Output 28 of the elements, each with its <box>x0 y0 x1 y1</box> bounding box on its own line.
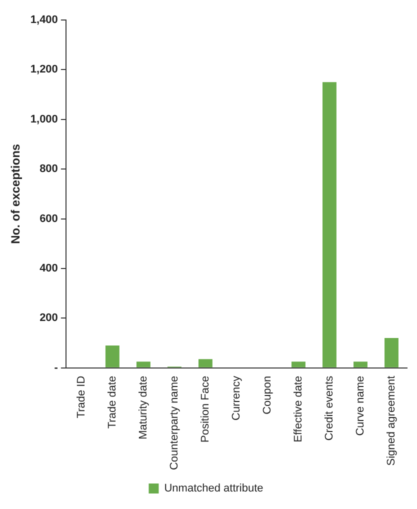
x-tick-label: Maturity date <box>137 376 150 440</box>
y-tick-label: 200 <box>40 312 58 324</box>
bar <box>354 362 368 368</box>
bar <box>292 362 306 368</box>
x-tick-label: Coupon <box>262 376 274 414</box>
x-tick-label: Trade date <box>106 376 118 429</box>
y-tick-label: 600 <box>40 212 58 225</box>
y-axis-title: No. of exceptions <box>8 144 23 244</box>
y-tick-label: 1,400 <box>30 14 58 26</box>
y-tick-label: 800 <box>40 163 58 176</box>
x-tick-label: Currency <box>230 375 242 420</box>
bar <box>105 345 120 368</box>
legend-label: Unmatched attribute <box>164 482 264 495</box>
bar <box>198 359 212 368</box>
bar <box>384 338 398 368</box>
x-tick-label: Counterparty name <box>168 376 180 470</box>
y-tick-label: 1,200 <box>30 64 58 76</box>
y-tick-label: - <box>54 362 58 374</box>
bar <box>322 82 336 368</box>
x-tick-label: Credit events <box>324 375 336 441</box>
y-tick-label: 1,000 <box>30 113 58 126</box>
x-tick-label: Position Face <box>199 376 212 442</box>
x-tick-label: Signed agreement <box>386 376 398 466</box>
x-tick-label: Trade ID <box>75 376 88 418</box>
x-tick-label: Effective date <box>292 376 305 442</box>
bar <box>136 362 150 368</box>
y-tick-label: 400 <box>40 262 58 274</box>
x-tick-label: Curve name <box>354 376 367 436</box>
